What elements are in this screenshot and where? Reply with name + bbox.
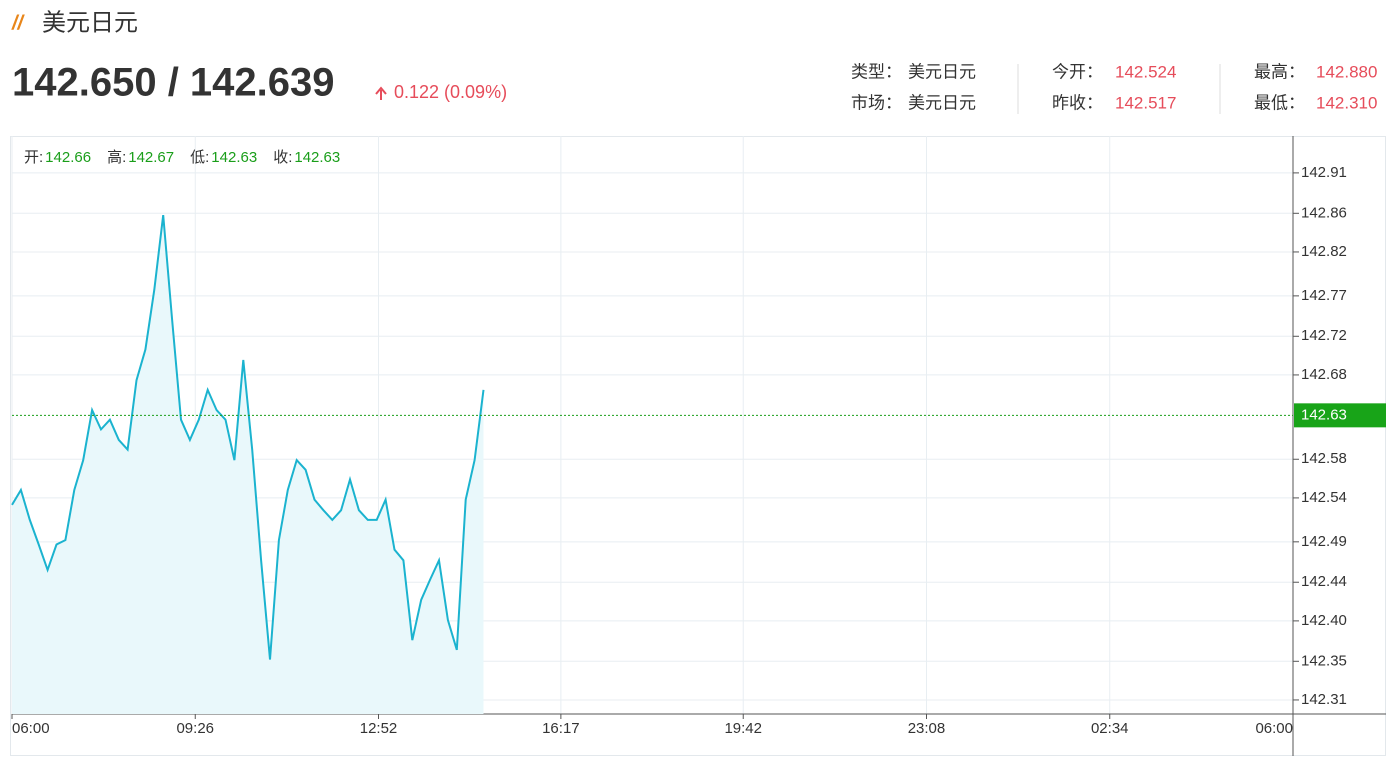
ohlc-label: 收: [273, 149, 292, 166]
info-label: 今开： [1052, 62, 1103, 81]
info-value: 142.880 [1316, 62, 1377, 81]
last-price-box [1294, 403, 1386, 428]
x-tick-label: 23:08 [908, 720, 946, 737]
y-tick-label: 142.91 [1301, 164, 1347, 181]
y-tick-label: 142.40 [1301, 612, 1347, 629]
info-label: 类型： [851, 62, 902, 81]
price-line [11, 214, 485, 660]
ohlc-label: 低: [190, 149, 209, 166]
info-value: 142.517 [1115, 93, 1176, 112]
up-arrow [375, 86, 387, 100]
y-tick-label: 142.49 [1301, 533, 1347, 550]
ohlc-value: 142.63 [211, 149, 257, 166]
info-label: 最低： [1254, 93, 1305, 112]
y-tick-label: 142.82 [1301, 243, 1347, 260]
info-value: 142.310 [1316, 93, 1377, 112]
y-tick-label: 142.31 [1301, 691, 1347, 708]
x-tick-label: 19:42 [724, 720, 762, 737]
info-value: 美元日元 [908, 62, 976, 81]
y-tick-label: 142.86 [1301, 204, 1347, 221]
ohlc-value: 142.66 [45, 149, 91, 166]
x-tick-label: 06:00 [1255, 720, 1293, 737]
x-tick-label: 06:00 [12, 720, 50, 737]
ohlc-value: 142.63 [294, 149, 340, 166]
info-label: 市场： [851, 93, 902, 112]
ohlc-label: 高: [107, 149, 126, 166]
x-tick-label: 09:26 [176, 720, 214, 737]
ohlc-label: 开: [24, 149, 43, 166]
y-tick-label: 142.77 [1301, 287, 1347, 304]
ohlc-value: 142.67 [128, 149, 174, 166]
y-tick-label: 142.72 [1301, 327, 1347, 344]
area [12, 215, 484, 714]
x-tick-label: 12:52 [360, 720, 398, 737]
x-tick-label: 16:17 [542, 720, 580, 737]
y-tick-label: 142.35 [1301, 652, 1347, 669]
title: 美元日元 [42, 9, 138, 36]
info-value: 美元日元 [908, 93, 976, 112]
info-label: 最高： [1254, 62, 1305, 81]
info-label: 昨收： [1052, 93, 1103, 112]
price: 142.650 / 142.639 [12, 61, 335, 105]
x-tick-label: 02:34 [1091, 720, 1129, 737]
y-tick-label: 142.54 [1301, 489, 1347, 506]
y-tick-label: 142.58 [1301, 450, 1347, 467]
title-icon: // [11, 12, 26, 34]
chart-frame [10, 136, 1386, 756]
y-tick-label: 142.68 [1301, 366, 1347, 383]
change: 0.122 (0.09%) [394, 82, 507, 102]
last-price-label: 142.63 [1301, 406, 1347, 423]
info-value: 142.524 [1115, 62, 1176, 81]
y-tick-label: 142.44 [1301, 573, 1347, 590]
